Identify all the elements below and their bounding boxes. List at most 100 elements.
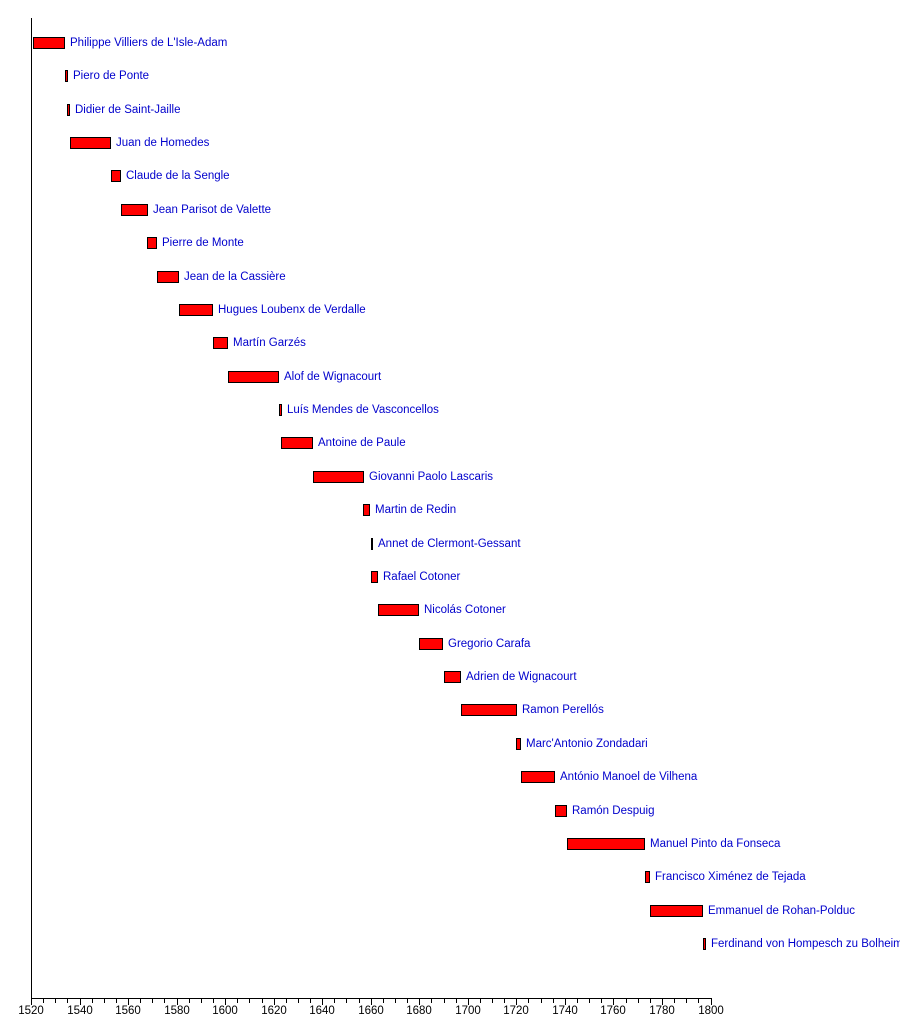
reign-bar bbox=[371, 571, 378, 583]
x-tick-label: 1620 bbox=[261, 1005, 287, 1017]
x-tick-label: 1560 bbox=[115, 1005, 141, 1017]
x-minor-tick bbox=[262, 999, 263, 1003]
x-minor-tick bbox=[249, 999, 250, 1003]
x-minor-tick bbox=[553, 999, 554, 1003]
x-minor-tick bbox=[650, 999, 651, 1003]
x-minor-tick bbox=[152, 999, 153, 1003]
reign-bar bbox=[228, 371, 279, 383]
grandmaster-label: Rafael Cotoner bbox=[383, 571, 461, 583]
x-tick-label: 1520 bbox=[18, 1005, 44, 1017]
x-minor-tick bbox=[601, 999, 602, 1003]
x-tick-label: 1720 bbox=[503, 1005, 529, 1017]
x-tick-label: 1800 bbox=[698, 1005, 724, 1017]
x-minor-tick bbox=[528, 999, 529, 1003]
x-tick-label: 1680 bbox=[406, 1005, 432, 1017]
x-tick-label: 1600 bbox=[212, 1005, 238, 1017]
x-minor-tick bbox=[698, 999, 699, 1003]
reign-bar bbox=[111, 170, 121, 182]
x-minor-tick bbox=[638, 999, 639, 1003]
x-major-tick bbox=[468, 999, 469, 1005]
x-minor-tick bbox=[55, 999, 56, 1003]
grandmaster-label: Jean Parisot de Valette bbox=[153, 204, 272, 216]
reign-bar bbox=[555, 805, 567, 817]
reign-bar bbox=[567, 838, 645, 850]
x-minor-tick bbox=[310, 999, 311, 1003]
grandmaster-label: Philippe Villiers de L'Isle-Adam bbox=[70, 37, 228, 49]
reign-bar bbox=[65, 70, 68, 82]
x-minor-tick bbox=[626, 999, 627, 1003]
reign-bar bbox=[703, 938, 706, 950]
reign-bar bbox=[281, 437, 313, 449]
x-minor-tick bbox=[456, 999, 457, 1003]
y-axis bbox=[31, 18, 32, 999]
x-minor-tick bbox=[104, 999, 105, 1003]
grandmaster-label: Claude de la Sengle bbox=[126, 170, 230, 182]
reign-bar bbox=[121, 204, 148, 216]
x-tick-label: 1780 bbox=[649, 1005, 675, 1017]
x-tick-label: 1660 bbox=[358, 1005, 384, 1017]
reign-bar bbox=[645, 871, 650, 883]
x-major-tick bbox=[711, 999, 712, 1005]
x-minor-tick bbox=[92, 999, 93, 1003]
x-minor-tick bbox=[140, 999, 141, 1003]
grandmaster-label: Annet de Clermont-Gessant bbox=[378, 538, 521, 550]
grandmaster-label: Manuel Pinto da Fonseca bbox=[650, 838, 781, 850]
grandmaster-label: Giovanni Paolo Lascaris bbox=[369, 471, 494, 483]
x-major-tick bbox=[322, 999, 323, 1005]
x-major-tick bbox=[225, 999, 226, 1005]
reign-bar bbox=[461, 704, 517, 716]
grandmaster-label: Ramon Perellós bbox=[522, 704, 604, 716]
grandmaster-label: Gregorio Carafa bbox=[448, 638, 531, 650]
x-minor-tick bbox=[237, 999, 238, 1003]
grandmaster-label: Hugues Loubenx de Verdalle bbox=[218, 304, 366, 316]
x-tick-label: 1540 bbox=[67, 1005, 93, 1017]
x-minor-tick bbox=[116, 999, 117, 1003]
x-minor-tick bbox=[541, 999, 542, 1003]
x-minor-tick bbox=[359, 999, 360, 1003]
x-major-tick bbox=[371, 999, 372, 1005]
grandmaster-label: Antoine de Paule bbox=[318, 437, 406, 449]
x-minor-tick bbox=[674, 999, 675, 1003]
x-major-tick bbox=[274, 999, 275, 1005]
reign-bar bbox=[70, 137, 111, 149]
x-minor-tick bbox=[286, 999, 287, 1003]
x-minor-tick bbox=[67, 999, 68, 1003]
grandmaster-label: Luís Mendes de Vasconcellos bbox=[287, 404, 439, 416]
x-major-tick bbox=[128, 999, 129, 1005]
x-major-tick bbox=[613, 999, 614, 1005]
reign-bar bbox=[313, 471, 364, 483]
reign-bar bbox=[179, 304, 213, 316]
grandmaster-label: Jean de la Cassière bbox=[184, 271, 286, 283]
reign-bar bbox=[378, 604, 419, 616]
x-major-tick bbox=[565, 999, 566, 1005]
grandmaster-label: Martín Garzés bbox=[233, 337, 306, 349]
reign-bar bbox=[213, 337, 228, 349]
x-tick-label: 1580 bbox=[164, 1005, 190, 1017]
reign-bar bbox=[419, 638, 443, 650]
grandmaster-label: Pierre de Monte bbox=[162, 237, 244, 249]
x-minor-tick bbox=[686, 999, 687, 1003]
reign-bar bbox=[650, 905, 703, 917]
reign-bar bbox=[363, 504, 370, 516]
reign-bar bbox=[521, 771, 555, 783]
x-minor-tick bbox=[213, 999, 214, 1003]
x-minor-tick bbox=[164, 999, 165, 1003]
x-minor-tick bbox=[201, 999, 202, 1003]
reign-bar bbox=[157, 271, 179, 283]
grandmaster-label: Ferdinand von Hompesch zu Bolheim bbox=[711, 938, 900, 950]
grandmaster-label: António Manoel de Vilhena bbox=[560, 771, 698, 783]
grandmaster-label: Juan de Homedes bbox=[116, 137, 210, 149]
x-minor-tick bbox=[383, 999, 384, 1003]
grandmaster-label: Nicolás Cotoner bbox=[424, 604, 506, 616]
x-minor-tick bbox=[444, 999, 445, 1003]
x-minor-tick bbox=[492, 999, 493, 1003]
x-axis bbox=[31, 998, 712, 999]
reign-bar bbox=[147, 237, 157, 249]
reign-bar bbox=[67, 104, 70, 116]
reign-bar bbox=[516, 738, 521, 750]
x-major-tick bbox=[80, 999, 81, 1005]
x-minor-tick bbox=[298, 999, 299, 1003]
grandmaster-label: Piero de Ponte bbox=[73, 70, 150, 82]
x-major-tick bbox=[31, 999, 32, 1005]
grandmaster-label: Emmanuel de Rohan-Polduc bbox=[708, 905, 856, 917]
